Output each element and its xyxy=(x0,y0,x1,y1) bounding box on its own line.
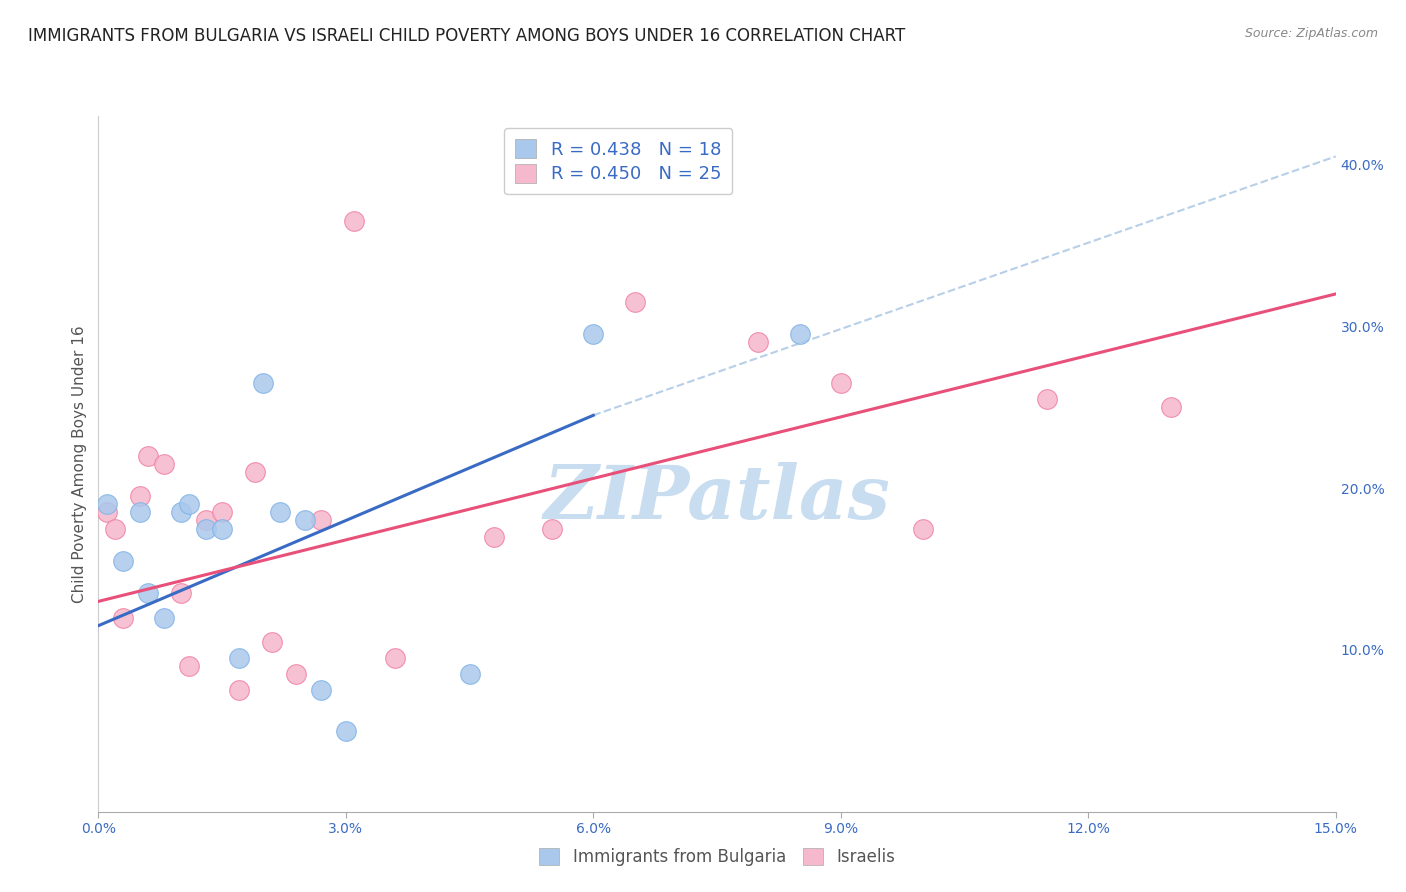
Point xyxy=(211,522,233,536)
Point xyxy=(128,489,150,503)
Point xyxy=(458,667,481,681)
Point xyxy=(112,610,135,624)
Point xyxy=(912,522,935,536)
Point xyxy=(384,651,406,665)
Point xyxy=(136,586,159,600)
Point xyxy=(243,465,266,479)
Text: Source: ZipAtlas.com: Source: ZipAtlas.com xyxy=(1244,27,1378,40)
Point xyxy=(194,522,217,536)
Point xyxy=(170,586,193,600)
Point xyxy=(96,497,118,511)
Point xyxy=(1036,392,1059,406)
Point xyxy=(136,449,159,463)
Text: IMMIGRANTS FROM BULGARIA VS ISRAELI CHILD POVERTY AMONG BOYS UNDER 16 CORRELATIO: IMMIGRANTS FROM BULGARIA VS ISRAELI CHIL… xyxy=(28,27,905,45)
Text: ZIPatlas: ZIPatlas xyxy=(544,462,890,535)
Point xyxy=(260,635,283,649)
Point xyxy=(153,457,176,471)
Point xyxy=(228,651,250,665)
Point xyxy=(228,683,250,698)
Point xyxy=(153,610,176,624)
Point xyxy=(104,522,127,536)
Legend: Immigrants from Bulgaria, Israelis: Immigrants from Bulgaria, Israelis xyxy=(533,841,901,873)
Point xyxy=(294,513,316,527)
Point xyxy=(128,505,150,519)
Point xyxy=(335,723,357,738)
Point xyxy=(747,335,769,350)
Point xyxy=(179,659,201,673)
Point xyxy=(211,505,233,519)
Point xyxy=(112,554,135,568)
Point xyxy=(179,497,201,511)
Point xyxy=(269,505,291,519)
Point xyxy=(285,667,308,681)
Point xyxy=(830,376,852,390)
Point xyxy=(309,513,332,527)
Point xyxy=(343,214,366,228)
Point xyxy=(541,522,564,536)
Point xyxy=(170,505,193,519)
Point xyxy=(623,295,645,310)
Point xyxy=(194,513,217,527)
Point xyxy=(484,530,506,544)
Point xyxy=(252,376,274,390)
Y-axis label: Child Poverty Among Boys Under 16: Child Poverty Among Boys Under 16 xyxy=(72,325,87,603)
Point xyxy=(1160,401,1182,415)
Point xyxy=(582,327,605,342)
Point xyxy=(789,327,811,342)
Point xyxy=(309,683,332,698)
Point xyxy=(96,505,118,519)
